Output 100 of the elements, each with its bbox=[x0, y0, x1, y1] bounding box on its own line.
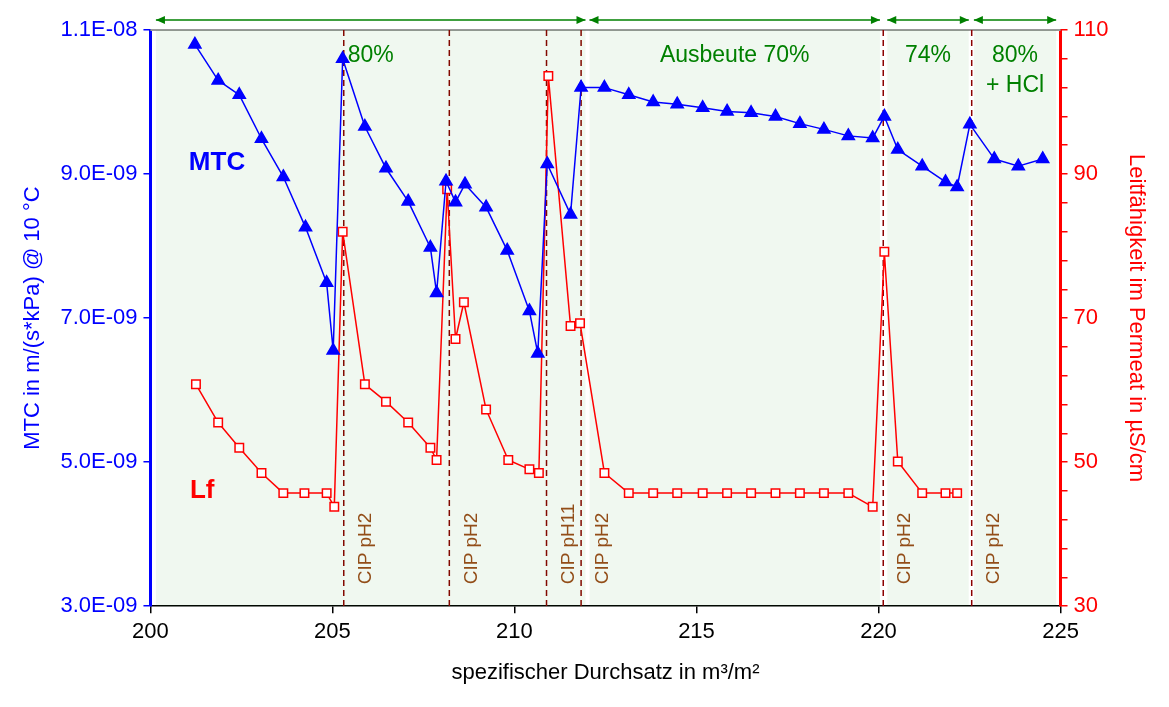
band-label: 80% bbox=[347, 41, 394, 68]
x-tick-label: 215 bbox=[678, 618, 715, 644]
y-tick-label: 1.1E-08 bbox=[60, 16, 138, 42]
point bbox=[458, 297, 469, 308]
y2-tick-label: 30 bbox=[1073, 592, 1099, 618]
point bbox=[213, 417, 224, 428]
point bbox=[879, 246, 890, 257]
x-tick-label: 200 bbox=[132, 618, 169, 644]
y-tick-label: 7.0E-09 bbox=[60, 304, 138, 330]
point bbox=[877, 108, 892, 121]
point bbox=[646, 94, 660, 107]
point bbox=[722, 488, 733, 499]
y-axis-title: MTC in m/(s*kPa) @ 10 °C bbox=[19, 186, 45, 450]
point bbox=[818, 488, 829, 499]
point bbox=[256, 467, 267, 478]
point bbox=[817, 121, 831, 134]
y2-tick-label: 50 bbox=[1073, 448, 1099, 474]
point bbox=[401, 193, 415, 206]
y2-tick-label: 70 bbox=[1073, 304, 1099, 330]
point bbox=[429, 285, 444, 298]
point bbox=[298, 219, 313, 232]
ref-line-label: CIP pH2 bbox=[893, 512, 915, 585]
point bbox=[867, 501, 878, 512]
point bbox=[565, 321, 576, 332]
y-tick-label: 9.0E-09 bbox=[60, 160, 138, 186]
point bbox=[563, 206, 578, 219]
point bbox=[950, 179, 964, 192]
point bbox=[744, 105, 758, 118]
point bbox=[574, 79, 588, 92]
point bbox=[890, 141, 905, 154]
point bbox=[940, 488, 951, 499]
x-tick-label: 210 bbox=[496, 618, 533, 644]
point bbox=[439, 173, 453, 186]
y2-tick-label: 110 bbox=[1073, 16, 1109, 42]
point bbox=[448, 194, 463, 207]
point bbox=[575, 318, 585, 329]
point bbox=[276, 169, 291, 182]
point bbox=[319, 275, 334, 288]
point bbox=[423, 239, 438, 252]
point bbox=[458, 176, 472, 189]
point bbox=[329, 501, 340, 512]
point bbox=[599, 467, 610, 478]
point bbox=[597, 79, 612, 92]
point bbox=[254, 131, 269, 144]
point bbox=[431, 455, 442, 465]
point bbox=[720, 103, 734, 116]
point bbox=[379, 160, 393, 173]
point bbox=[915, 158, 930, 171]
point bbox=[1011, 158, 1026, 171]
point bbox=[234, 442, 245, 453]
series-label: MTC bbox=[188, 145, 246, 176]
point bbox=[672, 488, 683, 499]
ref-line-label: CIP pH2 bbox=[591, 512, 613, 585]
ref-line-label: CIP pH2 bbox=[459, 512, 481, 585]
band-label: 74% bbox=[905, 41, 952, 68]
point bbox=[326, 342, 341, 355]
x-tick-label: 205 bbox=[314, 618, 351, 644]
point bbox=[670, 96, 685, 109]
point bbox=[190, 379, 201, 390]
point bbox=[211, 72, 225, 85]
point bbox=[500, 242, 515, 255]
x-tick-label: 225 bbox=[1042, 618, 1079, 644]
y-tick-label: 5.0E-09 bbox=[60, 448, 138, 474]
point bbox=[380, 396, 391, 407]
point bbox=[841, 128, 856, 141]
point bbox=[697, 488, 708, 499]
point bbox=[232, 87, 247, 100]
y2-tick-label: 90 bbox=[1073, 160, 1099, 186]
point bbox=[543, 71, 554, 82]
band-label: 80% + HCl bbox=[985, 41, 1045, 98]
point bbox=[479, 199, 493, 212]
point bbox=[524, 464, 535, 475]
point bbox=[768, 108, 783, 121]
point bbox=[695, 100, 710, 113]
point bbox=[522, 303, 537, 316]
series-label: Lf bbox=[189, 473, 215, 504]
point bbox=[359, 379, 370, 390]
point bbox=[648, 488, 659, 499]
point bbox=[952, 488, 963, 499]
point bbox=[321, 488, 332, 499]
point bbox=[540, 156, 555, 169]
point bbox=[358, 118, 372, 131]
point bbox=[188, 36, 202, 49]
x-axis-title: spezifischer Durchsatz in m³/m² bbox=[451, 658, 760, 684]
point bbox=[425, 442, 436, 453]
point bbox=[337, 226, 348, 237]
point bbox=[794, 488, 805, 499]
point bbox=[403, 417, 414, 428]
point bbox=[278, 488, 289, 499]
point bbox=[623, 488, 634, 499]
point bbox=[843, 488, 854, 499]
ref-line-label: CIP pH11 bbox=[556, 503, 578, 585]
band-label: Ausbeute 70% bbox=[659, 41, 810, 68]
point bbox=[865, 130, 880, 143]
point bbox=[938, 174, 953, 187]
ref-line-label: CIP pH2 bbox=[353, 512, 375, 585]
y2-axis-title: Leitfähigkeit im Permeat in µS/cm bbox=[1124, 154, 1150, 483]
point bbox=[917, 488, 928, 499]
x-tick-label: 220 bbox=[860, 618, 897, 644]
point bbox=[963, 116, 977, 129]
